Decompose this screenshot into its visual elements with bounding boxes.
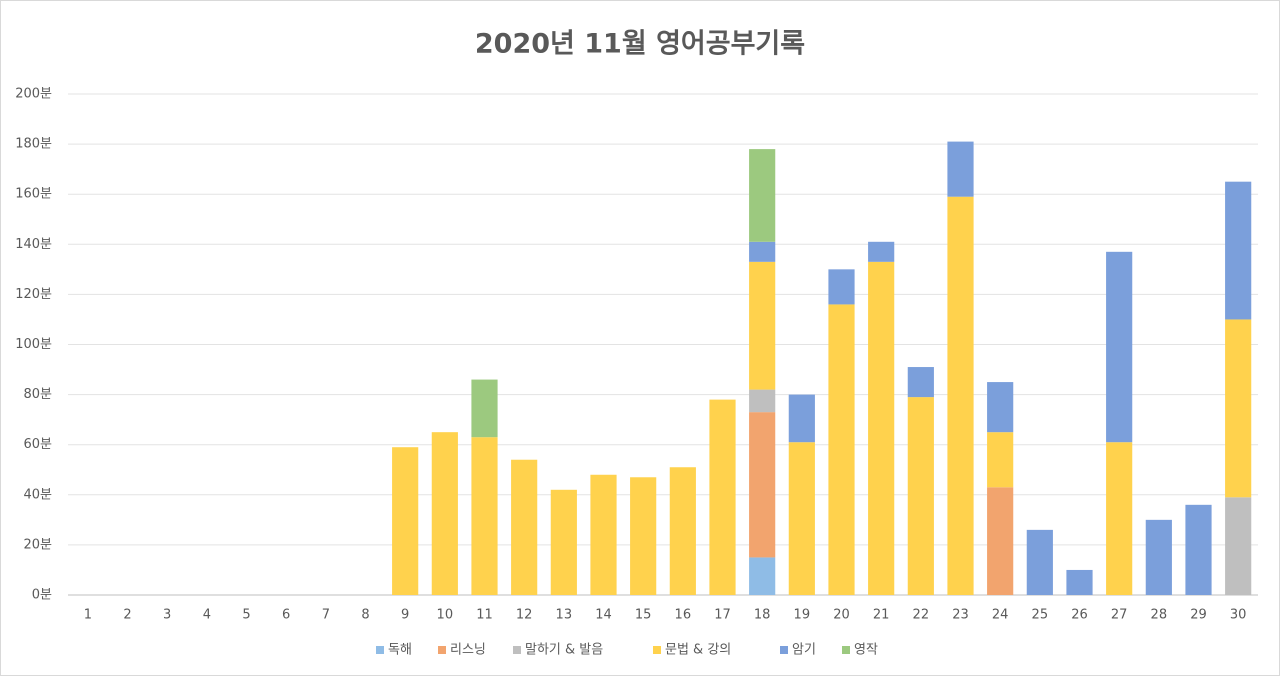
bar-segment (749, 241, 776, 262)
x-tick-label: 1 (84, 608, 92, 623)
bar-segment (1225, 497, 1252, 595)
x-tick-label: 23 (952, 608, 969, 623)
bar-segment (749, 149, 776, 242)
bar-segment (749, 261, 776, 390)
bar-segment (669, 467, 696, 595)
bar-segment (511, 459, 538, 595)
bar-segment (749, 389, 776, 413)
x-tick-label: 8 (361, 608, 369, 623)
bar-segment (550, 489, 577, 595)
bar-segment (471, 379, 498, 438)
x-tick-label: 27 (1111, 608, 1128, 623)
x-tick-label: 3 (163, 608, 171, 623)
x-tick-label: 20 (833, 608, 850, 623)
bar-segment (987, 487, 1014, 595)
bar-segment (1026, 529, 1053, 595)
y-tick-label: 180분 (15, 137, 52, 152)
y-tick-label: 60분 (23, 437, 52, 452)
bar-segment (1106, 442, 1133, 595)
legend-label: 암기 (792, 643, 816, 658)
bar-segment (1225, 181, 1252, 320)
bar-segment (788, 442, 815, 595)
bar-segment (1066, 569, 1093, 595)
bar-segment (828, 269, 855, 305)
y-tick-label: 120분 (15, 287, 52, 302)
bar-segment (907, 397, 934, 595)
bar-segment (709, 399, 736, 595)
legend-label: 독해 (388, 643, 412, 658)
x-tick-label: 18 (754, 608, 771, 623)
legend-swatch (376, 646, 384, 654)
x-tick-label: 2 (123, 608, 131, 623)
bar-segment (392, 447, 419, 595)
x-tick-label: 24 (992, 608, 1009, 623)
y-tick-label: 20분 (23, 537, 52, 552)
x-tick-label: 12 (516, 608, 533, 623)
bar-segment (788, 394, 815, 443)
y-tick-label: 0분 (32, 588, 52, 603)
bar-segment (1106, 251, 1133, 443)
legend-label: 리스닝 (450, 643, 486, 658)
x-tick-label: 28 (1151, 608, 1168, 623)
x-tick-label: 22 (913, 608, 930, 623)
legend-label: 영작 (854, 643, 878, 658)
legend-swatch (653, 646, 661, 654)
x-tick-label: 14 (595, 608, 612, 623)
legend-swatch (438, 646, 446, 654)
bar-segment (1225, 319, 1252, 498)
legend-label: 말하기 & 발음 (525, 643, 603, 658)
legend-swatch (842, 646, 850, 654)
y-tick-label: 80분 (23, 387, 52, 402)
x-tick-label: 29 (1190, 608, 1207, 623)
x-tick-label: 21 (873, 608, 890, 623)
bar-segment (749, 557, 776, 595)
bar-segment (590, 474, 617, 595)
x-tick-label: 7 (322, 608, 330, 623)
y-tick-label: 100분 (15, 337, 52, 352)
legend-label: 문법 & 강의 (665, 643, 731, 658)
bar-segment (1145, 519, 1172, 595)
x-tick-label: 17 (714, 608, 731, 623)
bar-segment (471, 437, 498, 595)
x-tick-label: 13 (556, 608, 573, 623)
x-tick-label: 9 (401, 608, 409, 623)
bar-segment (630, 477, 657, 595)
x-tick-label: 15 (635, 608, 652, 623)
y-tick-label: 160분 (15, 187, 52, 202)
x-tick-label: 11 (476, 608, 493, 623)
y-tick-label: 200분 (15, 87, 52, 102)
bar-segment (868, 241, 895, 262)
x-tick-label: 25 (1032, 608, 1049, 623)
x-tick-label: 6 (282, 608, 290, 623)
bar-segment (828, 304, 855, 595)
bar-segment (947, 196, 974, 595)
x-tick-label: 19 (794, 608, 811, 623)
bar-segment (1185, 504, 1212, 595)
bar-segment (749, 412, 776, 558)
x-tick-label: 16 (675, 608, 692, 623)
bar-segment (947, 141, 974, 197)
bar-segment (987, 432, 1014, 488)
x-tick-label: 26 (1071, 608, 1088, 623)
bar-segment (431, 432, 458, 595)
x-tick-label: 4 (203, 608, 211, 623)
bar-segment (987, 382, 1014, 433)
chart-title: 2020년 11월 영어공부기록 (475, 29, 805, 60)
legend-swatch (780, 646, 788, 654)
x-tick-label: 30 (1230, 608, 1247, 623)
legend-swatch (513, 646, 521, 654)
y-tick-label: 140분 (15, 237, 52, 252)
y-tick-label: 40분 (23, 487, 52, 502)
x-tick-label: 10 (437, 608, 454, 623)
bar-segment (868, 261, 895, 595)
x-tick-label: 5 (242, 608, 250, 623)
bar-segment (907, 367, 934, 398)
